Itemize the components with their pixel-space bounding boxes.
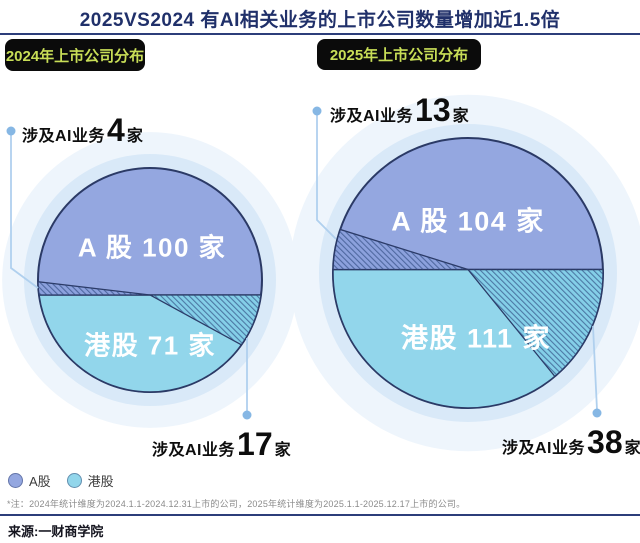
page-title: 2025VS2024 有AI相关业务的上市公司数量增加近1.5倍 <box>79 10 561 31</box>
connector-2024-a-share-ai <box>10 131 39 289</box>
wedge-ai-a-share-hatch-2025 <box>333 229 468 270</box>
callout-suffix: 家 <box>452 108 470 125</box>
legend: A股 港股 <box>8 471 114 490</box>
connector-2025-a-share-ai <box>316 111 337 240</box>
source-text: 来源:一财商学院 <box>8 524 104 539</box>
badge-2024: 2024年上市公司分布 <box>5 39 145 71</box>
wedge-ai-hk-share-hatch-2025 <box>468 269 603 377</box>
callout-prefix: 涉及AI业务 <box>22 128 106 145</box>
callout-dot-2025-a <box>312 106 322 116</box>
callout-2025-hk-share-ai: 涉及AI业务 38 家 <box>502 426 640 458</box>
callout-prefix: 涉及AI业务 <box>330 108 414 125</box>
callout-2025-a-share-ai: 涉及AI业务 13 家 <box>330 94 469 126</box>
wedge-ai-a-share-hatch-2024 <box>38 281 150 295</box>
legend-item-a-share: A股 <box>8 471 51 490</box>
callout-value: 38 <box>587 424 623 460</box>
top-divider-line <box>0 33 640 35</box>
legend-swatch-hk-share <box>66 473 82 488</box>
callout-value: 13 <box>415 92 451 128</box>
legend-label-hk-share: 港股 <box>87 474 114 489</box>
callout-value: 17 <box>237 426 273 462</box>
wedge-ai-hk-share-hatch-2024 <box>150 294 261 345</box>
badge-2025: 2025年上市公司分布 <box>317 39 481 70</box>
callout-suffix: 家 <box>624 440 640 457</box>
bottom-divider-line <box>0 514 640 516</box>
callout-prefix: 涉及AI业务 <box>152 442 236 459</box>
legend-item-hk-share: 港股 <box>66 471 114 490</box>
pie-chart-2025 <box>289 94 640 452</box>
legend-swatch-a-share <box>8 473 23 488</box>
callout-prefix: 涉及AI业务 <box>502 440 586 457</box>
callout-dot-2024-a <box>6 126 16 136</box>
slice-label-2024-a-share: A 股 100 家 <box>77 232 227 263</box>
callout-suffix: 家 <box>274 442 292 459</box>
legend-label-a-share: A股 <box>29 474 51 489</box>
connector-2025-hk-share-ai <box>592 325 598 411</box>
slice-label-2024-hk-share: 港股 71 家 <box>84 330 216 361</box>
callout-dot-2024-hk <box>242 410 252 420</box>
slice-label-2025-a-share: A 股 104 家 <box>391 206 545 237</box>
slice-label-2025-hk-share: 港股 111 家 <box>400 323 552 354</box>
callout-2024-hk-share-ai: 涉及AI业务 17 家 <box>152 428 291 460</box>
footnote: *注：2024年统计维度为2024.1.1-2024.12.31上市的公司，20… <box>7 499 466 509</box>
callout-suffix: 家 <box>126 128 144 145</box>
callout-dot-2025-hk <box>592 408 602 418</box>
callout-value: 4 <box>107 112 125 148</box>
callout-2024-a-share-ai: 涉及AI业务 4 家 <box>22 114 143 146</box>
pie-chart-2024 <box>2 132 298 428</box>
